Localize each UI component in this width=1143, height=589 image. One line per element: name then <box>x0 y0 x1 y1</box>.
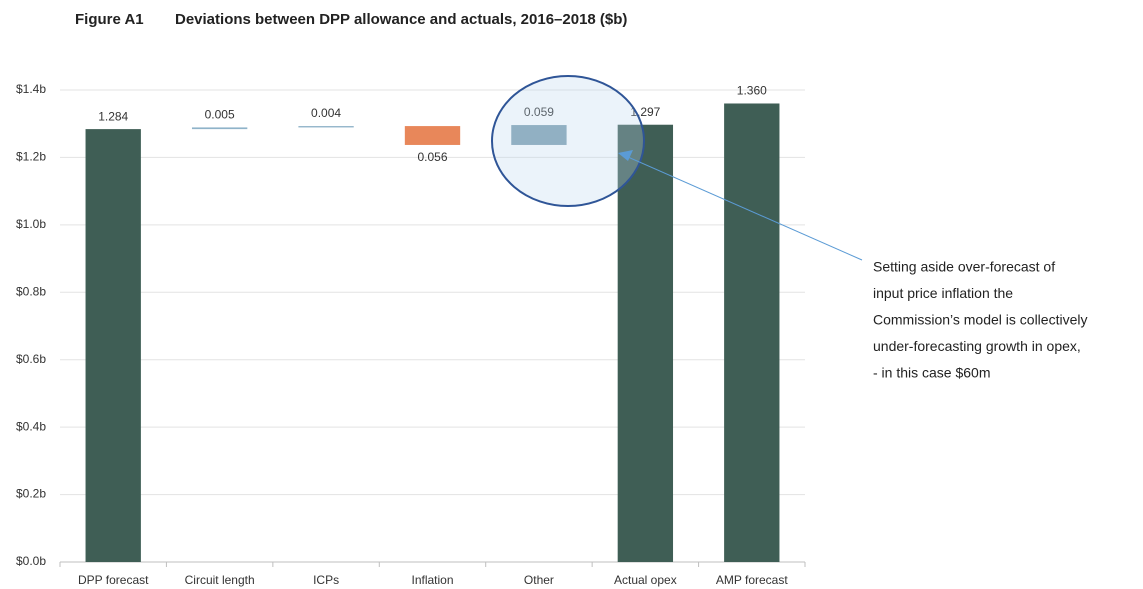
value-label: 0.059 <box>524 105 554 119</box>
annotation-line: Commission’s model is collectively <box>873 312 1087 328</box>
y-tick-label: $1.0b <box>16 217 46 231</box>
x-tick-label: Actual opex <box>614 573 677 587</box>
annotation-arrow <box>627 156 863 261</box>
y-tick-label: $1.2b <box>16 150 46 164</box>
x-tick-label: AMP forecast <box>716 573 788 587</box>
annotation-line: input price inflation the <box>873 285 1013 301</box>
x-tick-label: Circuit length <box>185 573 255 587</box>
annotation-line: Setting aside over-forecast of <box>873 259 1055 275</box>
bar <box>724 103 780 562</box>
y-tick-label: $0.6b <box>16 352 46 366</box>
x-tick-label: Inflation <box>411 573 453 587</box>
bar <box>511 125 567 145</box>
y-tick-label: $0.2b <box>16 487 46 501</box>
annotation-line: - in this case $60m <box>873 365 991 381</box>
x-tick-label: ICPs <box>313 573 339 587</box>
arrow-head <box>618 150 633 161</box>
value-label: 1.284 <box>98 109 128 123</box>
value-label: 0.005 <box>205 108 235 122</box>
value-label: 1.360 <box>737 84 767 98</box>
x-tick-label: DPP forecast <box>78 573 149 587</box>
bar <box>191 127 248 130</box>
chart-title: Deviations between DPP allowance and act… <box>175 11 627 28</box>
x-tick-label: Other <box>524 573 554 587</box>
bar <box>404 126 461 145</box>
annotation-line: under-forecasting growth in opex, <box>873 338 1081 354</box>
value-label: 0.056 <box>417 150 447 164</box>
y-tick-label: $0.8b <box>16 284 46 298</box>
highlight-circle <box>491 75 645 207</box>
y-tick-label: $0.4b <box>16 419 46 433</box>
y-tick-label: $0.0b <box>16 554 46 568</box>
bar <box>85 129 141 562</box>
bar <box>298 126 354 128</box>
figure-label: Figure A1 <box>75 11 144 28</box>
bar <box>617 124 674 563</box>
y-tick-label: $1.4b <box>16 82 46 96</box>
value-label: 0.004 <box>311 106 341 120</box>
